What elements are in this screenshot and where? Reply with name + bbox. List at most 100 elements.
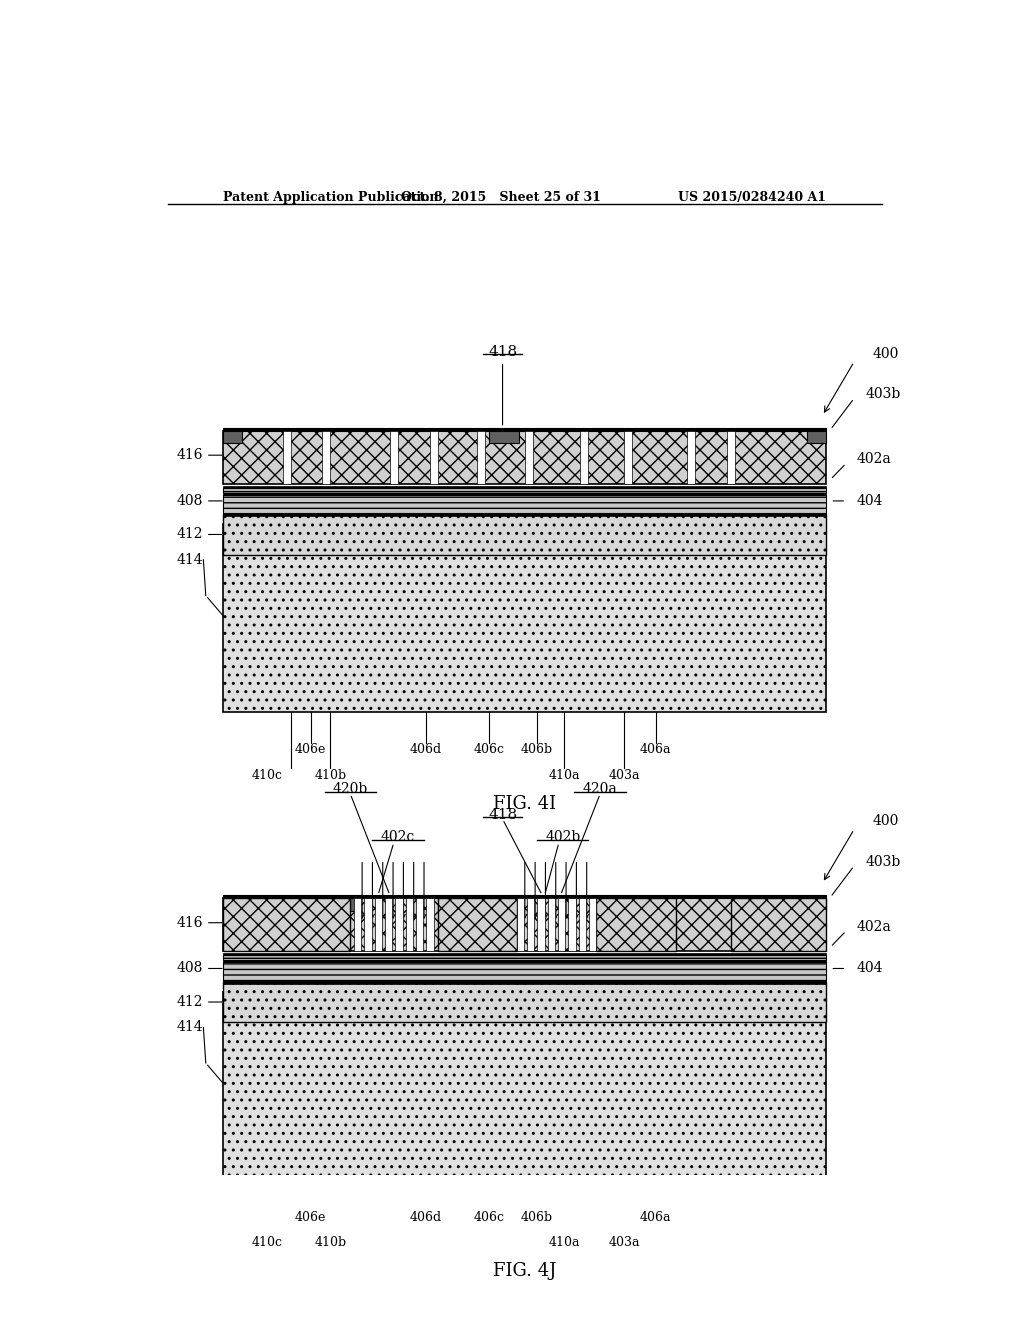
Text: 402a: 402a bbox=[856, 453, 891, 466]
Text: 406c: 406c bbox=[473, 1210, 505, 1224]
Text: 410c: 410c bbox=[251, 768, 283, 781]
Bar bbox=[223, 428, 826, 430]
Bar bbox=[589, 899, 596, 952]
Text: 410a: 410a bbox=[549, 768, 581, 781]
Text: Oct. 8, 2015   Sheet 25 of 31: Oct. 8, 2015 Sheet 25 of 31 bbox=[401, 190, 601, 203]
Text: 404: 404 bbox=[856, 961, 883, 975]
Text: 406a: 406a bbox=[640, 1210, 672, 1224]
Bar bbox=[517, 899, 524, 952]
Text: 406b: 406b bbox=[520, 1210, 553, 1224]
Bar bbox=[416, 899, 423, 952]
Bar bbox=[223, 486, 826, 487]
Text: 406d: 406d bbox=[410, 1210, 441, 1224]
Text: 400: 400 bbox=[872, 347, 899, 360]
Text: 414: 414 bbox=[177, 1020, 204, 1035]
Bar bbox=[489, 430, 519, 444]
Bar bbox=[223, 524, 826, 713]
Bar bbox=[354, 899, 361, 952]
Text: 410b: 410b bbox=[314, 1237, 346, 1250]
Bar bbox=[365, 899, 372, 952]
Bar bbox=[223, 991, 826, 1180]
Text: 403b: 403b bbox=[866, 855, 901, 869]
Bar bbox=[596, 899, 612, 911]
Text: 402a: 402a bbox=[856, 920, 891, 933]
Bar bbox=[687, 430, 695, 483]
Bar bbox=[579, 899, 586, 952]
Bar bbox=[223, 981, 826, 983]
Bar bbox=[223, 513, 826, 554]
Text: 412: 412 bbox=[177, 528, 204, 541]
Bar bbox=[223, 487, 826, 492]
Bar bbox=[437, 899, 517, 952]
Bar bbox=[223, 982, 826, 1022]
Text: 418: 418 bbox=[488, 345, 517, 359]
Bar bbox=[558, 899, 565, 952]
Bar bbox=[426, 899, 433, 952]
Bar bbox=[538, 899, 545, 952]
Bar bbox=[807, 899, 826, 911]
Bar bbox=[548, 899, 555, 952]
Bar bbox=[731, 899, 826, 952]
Text: US 2015/0284240 A1: US 2015/0284240 A1 bbox=[678, 190, 826, 203]
Bar bbox=[375, 899, 382, 952]
Text: Patent Application Publication: Patent Application Publication bbox=[223, 190, 438, 203]
Text: 406d: 406d bbox=[410, 743, 441, 756]
Bar bbox=[437, 899, 454, 911]
Text: 416: 416 bbox=[177, 916, 204, 929]
Text: 420b: 420b bbox=[333, 781, 368, 796]
Bar bbox=[477, 430, 485, 483]
Bar bbox=[568, 899, 575, 952]
Bar bbox=[223, 492, 826, 495]
Text: 418: 418 bbox=[488, 808, 517, 822]
Text: 410c: 410c bbox=[251, 1237, 283, 1250]
Text: 416: 416 bbox=[177, 449, 204, 462]
Text: 406e: 406e bbox=[295, 743, 327, 756]
Text: 408: 408 bbox=[177, 494, 204, 508]
Bar bbox=[283, 430, 291, 483]
Bar bbox=[223, 895, 826, 899]
Text: 410b: 410b bbox=[314, 768, 346, 781]
Bar bbox=[506, 899, 521, 911]
Bar bbox=[223, 899, 243, 911]
Text: 408: 408 bbox=[177, 961, 204, 975]
Text: 402b: 402b bbox=[545, 830, 581, 845]
Text: 412: 412 bbox=[177, 995, 204, 1008]
Bar bbox=[223, 961, 826, 962]
Bar bbox=[527, 899, 535, 952]
Bar bbox=[223, 513, 826, 516]
Bar bbox=[596, 899, 676, 952]
Bar bbox=[223, 956, 826, 961]
Bar bbox=[223, 899, 350, 952]
Bar bbox=[223, 953, 826, 956]
Text: FIG. 4I: FIG. 4I bbox=[494, 795, 556, 813]
Bar bbox=[395, 899, 402, 952]
Bar bbox=[223, 962, 826, 981]
Bar bbox=[406, 899, 413, 952]
Text: 400: 400 bbox=[872, 814, 899, 828]
Bar bbox=[524, 430, 532, 483]
Text: 406c: 406c bbox=[473, 743, 505, 756]
Bar bbox=[430, 430, 437, 483]
Bar bbox=[223, 899, 826, 952]
Bar bbox=[385, 899, 392, 952]
Text: 414: 414 bbox=[177, 553, 204, 566]
Text: 420a: 420a bbox=[583, 781, 617, 796]
Text: 403a: 403a bbox=[608, 1237, 640, 1250]
Text: 406a: 406a bbox=[640, 743, 672, 756]
Bar bbox=[223, 430, 826, 483]
Text: 403b: 403b bbox=[866, 387, 901, 401]
Bar bbox=[807, 430, 826, 444]
Bar bbox=[727, 430, 735, 483]
Bar bbox=[624, 430, 632, 483]
Bar bbox=[223, 430, 243, 444]
Text: 410a: 410a bbox=[549, 1237, 581, 1250]
Bar bbox=[581, 430, 588, 483]
Text: 402c: 402c bbox=[381, 830, 415, 845]
Bar bbox=[223, 495, 826, 513]
Bar bbox=[342, 899, 358, 911]
Text: 406b: 406b bbox=[520, 743, 553, 756]
Bar bbox=[323, 430, 331, 483]
Text: 403a: 403a bbox=[608, 768, 640, 781]
Text: 404: 404 bbox=[856, 494, 883, 508]
Text: 406e: 406e bbox=[295, 1210, 327, 1224]
